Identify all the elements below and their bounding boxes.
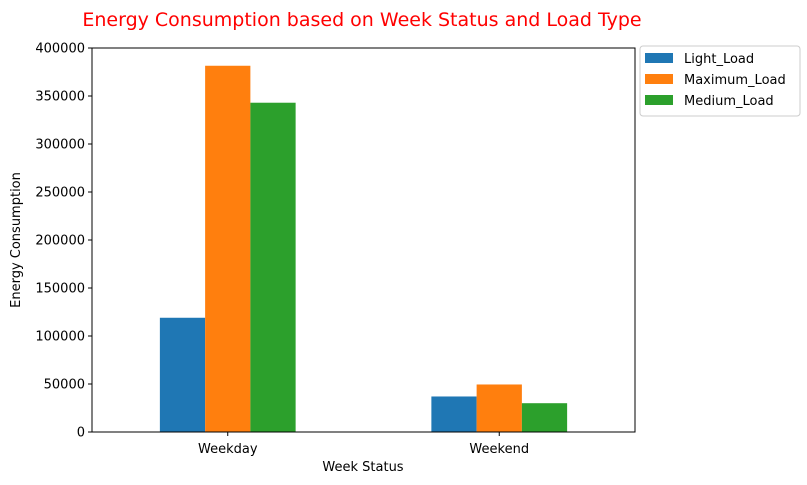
legend-swatch <box>645 74 673 84</box>
y-tick-label: 50000 <box>44 378 85 393</box>
legend-label: Medium_Load <box>684 94 774 109</box>
y-axis-label: Energy Consumption <box>9 172 24 308</box>
legend: Light_Load Maximum_Load Medium_Load <box>639 45 801 117</box>
y-tick-label: 250000 <box>35 186 85 201</box>
legend-label: Maximum_Load <box>684 73 786 88</box>
y-tick-label: 100000 <box>35 330 85 345</box>
plot-area <box>91 47 636 433</box>
bar-maximum-load-weekend <box>476 384 522 432</box>
y-tick-label: 200000 <box>35 234 85 249</box>
legend-swatch <box>645 53 673 63</box>
chart-title: Energy Consumption based on Week Status … <box>82 9 641 31</box>
x-tick-label: Weekday <box>198 442 258 457</box>
bar-medium-load-weekend <box>521 403 568 432</box>
y-tick-label: 300000 <box>35 138 85 153</box>
y-tick-label: 150000 <box>35 282 85 297</box>
y-tick-label: 400000 <box>35 42 85 57</box>
bar-maximum-load-weekday <box>205 65 251 432</box>
x-tick-label: Weekend <box>469 442 529 457</box>
legend-swatch <box>645 95 673 105</box>
legend-box <box>639 45 801 117</box>
y-tick-label: 350000 <box>35 90 85 105</box>
bar-light-load-weekday <box>159 317 206 432</box>
y-axis: 0 50000 100000 150000 200000 250000 300000 3500… <box>35 42 92 441</box>
bar-light-load-weekend <box>431 396 477 432</box>
bar-medium-load-weekday <box>250 102 296 432</box>
x-axis: Weekday Weekend <box>198 432 529 457</box>
y-tick-label: 0 <box>77 426 85 441</box>
x-axis-label: Week Status <box>322 460 403 475</box>
legend-label: Light_Load <box>684 52 754 67</box>
